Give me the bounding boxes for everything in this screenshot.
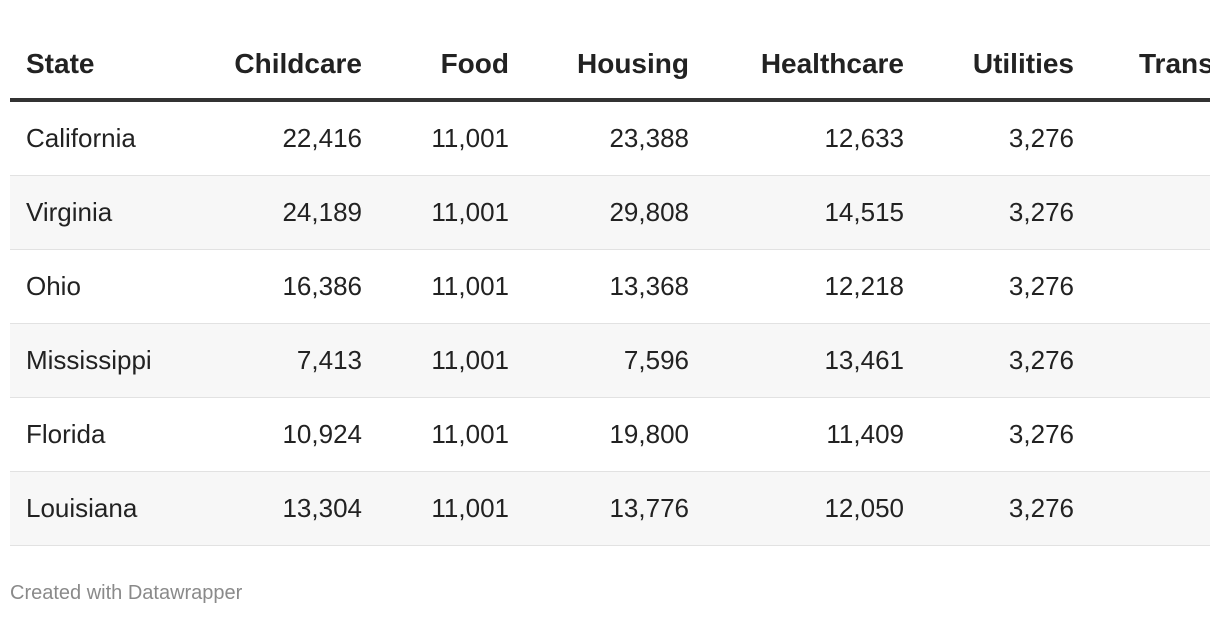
header-rule xyxy=(10,98,1210,102)
value-cell: 3,276 xyxy=(1008,419,1074,449)
value-cell: 7,596 xyxy=(623,345,689,375)
table-row: Virginia 24,189 11,001 29,808 14,515 3,276 xyxy=(10,176,1210,250)
value-cell: 3,276 xyxy=(1008,197,1074,227)
column-header: Healthcare xyxy=(760,48,904,79)
value-cell: 11,409 xyxy=(826,419,904,449)
value-cell: 13,776 xyxy=(609,493,689,523)
state-cell: Florida xyxy=(26,419,106,449)
state-cell: Ohio xyxy=(26,271,81,301)
state-cell: Louisiana xyxy=(26,493,138,523)
state-cell: California xyxy=(26,123,136,153)
column-header: Food xyxy=(440,48,509,79)
value-cell: 11,001 xyxy=(431,271,509,301)
column-header: Housing xyxy=(577,48,689,79)
column-header: Childcare xyxy=(234,48,362,79)
value-cell: 3,276 xyxy=(1008,271,1074,301)
value-cell: 13,304 xyxy=(282,493,362,523)
value-cell: 12,633 xyxy=(824,123,904,153)
table: State Childcare Food Housing Healthcare Utili… xyxy=(10,0,1210,560)
state-cell: Mississippi xyxy=(26,345,152,375)
state-cell: Virginia xyxy=(26,197,113,227)
column-header: Utilities xyxy=(972,48,1074,79)
column-header: State xyxy=(26,48,95,79)
value-cell: 22,416 xyxy=(282,123,362,153)
value-cell: 13,461 xyxy=(824,345,904,375)
value-cell: 11,001 xyxy=(431,197,509,227)
value-cell: 24,189 xyxy=(282,197,362,227)
credit: Created with Datawrapper xyxy=(10,582,243,604)
value-cell: 11,001 xyxy=(431,493,509,523)
value-cell: 3,276 xyxy=(1008,123,1074,153)
value-cell: 29,808 xyxy=(609,197,689,227)
table-row: Louisiana 13,304 11,001 13,776 12,050 3,276 xyxy=(10,472,1210,546)
value-cell: 16,386 xyxy=(282,271,362,301)
value-cell: 12,050 xyxy=(824,493,904,523)
value-cell: 14,515 xyxy=(824,197,904,227)
value-cell: 3,276 xyxy=(1008,345,1074,375)
column-header: Transportation xyxy=(1139,48,1210,79)
value-cell: 19,800 xyxy=(609,419,689,449)
value-cell: 23,388 xyxy=(609,123,689,153)
value-cell: 12,218 xyxy=(824,271,904,301)
value-cell: 10,924 xyxy=(282,419,362,449)
value-cell: 13,368 xyxy=(609,271,689,301)
value-cell: 11,001 xyxy=(431,345,509,375)
value-cell: 11,001 xyxy=(431,123,509,153)
value-cell: 3,276 xyxy=(1008,493,1074,523)
value-cell: 11,001 xyxy=(431,419,509,449)
table-row: Florida 10,924 11,001 19,800 11,409 3,276 xyxy=(10,398,1210,472)
table-row: California 22,416 11,001 23,388 12,633 3,276 xyxy=(10,102,1210,176)
table-row: Mississippi 7,413 11,001 7,596 13,461 3,276 xyxy=(10,324,1210,398)
table-row: Ohio 16,386 11,001 13,368 12,218 3,276 xyxy=(10,250,1210,324)
value-cell: 7,413 xyxy=(296,345,362,375)
